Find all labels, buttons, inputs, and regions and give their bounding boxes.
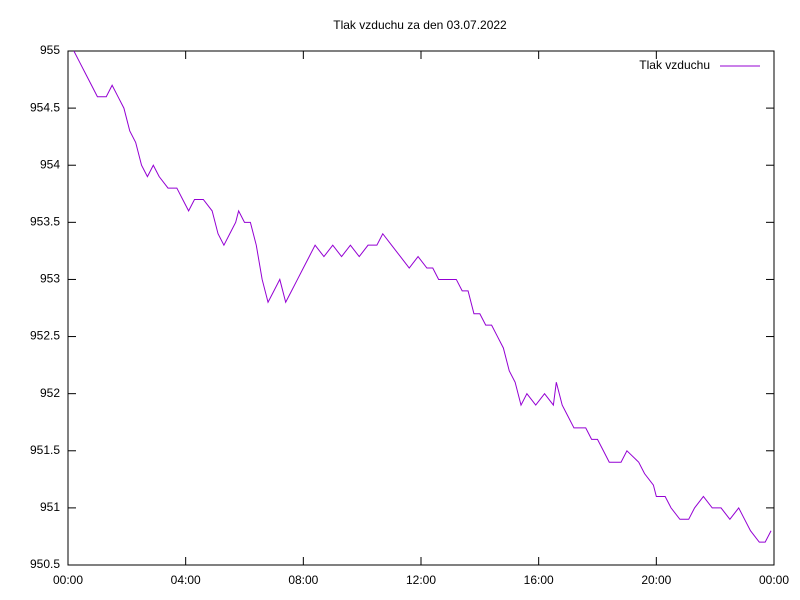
y-tick-label: 954.5 [30,100,60,114]
x-tick-label: 20:00 [641,573,671,587]
x-tick-label: 00:00 [759,573,789,587]
chart-title: Tlak vzduchu za den 03.07.2022 [333,18,507,32]
legend-label: Tlak vzduchu [639,58,710,72]
data-line [73,50,772,543]
y-tick-label: 951.5 [30,443,60,457]
y-tick-label: 952.5 [30,329,60,343]
x-tick-label: 00:00 [53,573,83,587]
y-tick-label: 950.5 [30,557,60,571]
y-tick-label: 951 [40,500,60,514]
x-tick-label: 16:00 [524,573,554,587]
x-tick-label: 08:00 [288,573,318,587]
x-tick-label: 12:00 [406,573,436,587]
y-tick-label: 952 [40,386,60,400]
y-tick-label: 955 [40,43,60,57]
y-tick-label: 954 [40,157,60,171]
plot-border [67,50,775,566]
x-tick-label: 04:00 [171,573,201,587]
y-tick-label: 953 [40,272,60,286]
y-tick-label: 953.5 [30,215,60,229]
